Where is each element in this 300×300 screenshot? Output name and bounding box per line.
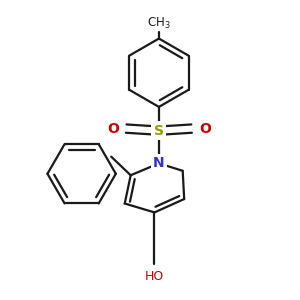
Text: CH$_3$: CH$_3$ [147, 16, 171, 31]
Text: O: O [107, 122, 119, 136]
Text: HO: HO [145, 270, 164, 284]
Text: S: S [154, 124, 164, 138]
Text: N: N [153, 156, 165, 170]
Text: O: O [199, 122, 211, 136]
